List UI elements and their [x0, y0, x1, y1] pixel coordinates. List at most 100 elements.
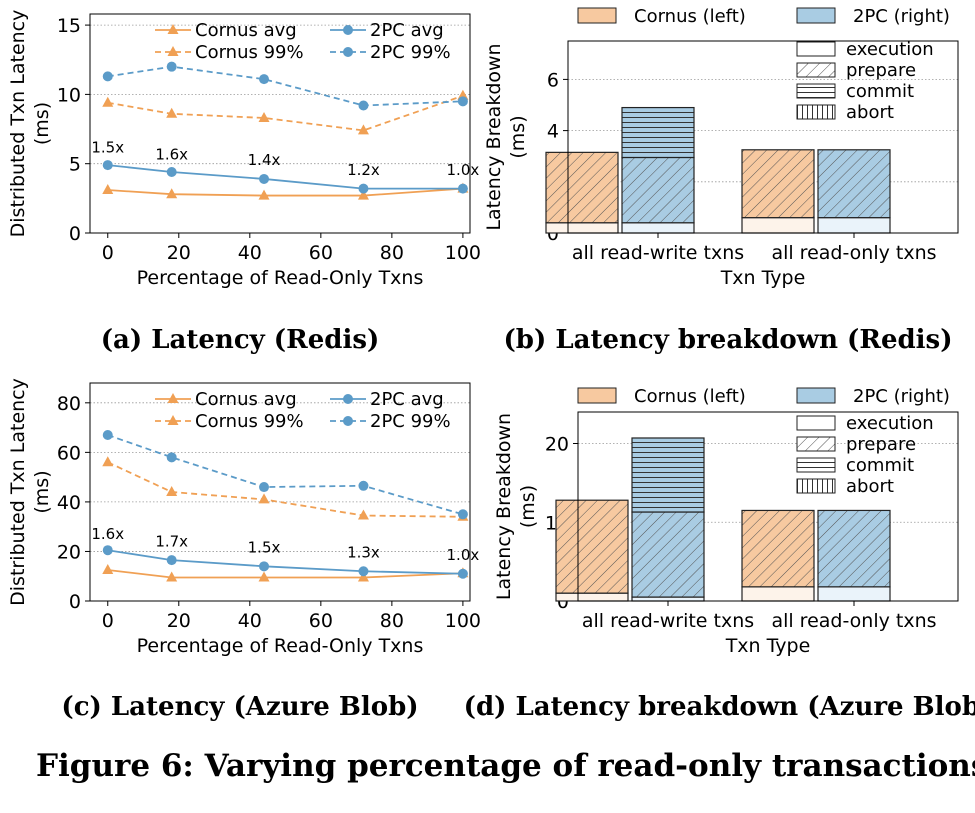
legend-label: Cornus 99% [195, 42, 304, 63]
x-tick-label: 0 [102, 242, 114, 264]
x-tick-label: 60 [309, 610, 333, 632]
x-tick-label: 100 [445, 610, 481, 632]
data-point [102, 160, 113, 171]
legend-label: commit [846, 455, 914, 476]
y-tick-label: 60 [57, 442, 81, 464]
y-tick-label: 0 [69, 591, 81, 613]
plot-frame [567, 40, 959, 234]
legend-label: execution [846, 39, 934, 60]
speedup-annotation: 1.7x [155, 533, 188, 551]
legend-label: Cornus avg [195, 389, 297, 410]
data-point [358, 566, 369, 577]
plot-frame [577, 411, 959, 602]
bar-hatch [742, 510, 814, 587]
legend-label: commit [846, 81, 914, 102]
data-point [102, 564, 114, 575]
data-point [357, 509, 369, 520]
data-point [102, 96, 114, 107]
caption-b: (b) Latency breakdown (Redis) [504, 325, 953, 355]
data-point [166, 167, 177, 178]
bar-hatch [546, 152, 618, 223]
x-axis-label: Percentage of Read-Only Txns [137, 267, 424, 289]
legend-label: Cornus avg [195, 20, 297, 41]
data-point [102, 430, 113, 441]
legend-label: 2PC 99% [370, 42, 451, 63]
data-point [258, 189, 270, 200]
series-line-2 [107, 549, 463, 575]
legend-hatch [797, 84, 835, 98]
bar-outline [545, 151, 619, 224]
legend-marker [343, 25, 353, 35]
x-tick-label: all read-only txns [771, 242, 936, 264]
series-line-0 [107, 569, 463, 579]
legend-marker [343, 394, 353, 404]
plot-frame [89, 382, 471, 602]
data-point [259, 561, 270, 572]
data-point [166, 452, 177, 463]
speedup-annotation: 1.3x [347, 544, 380, 562]
bar-outline [817, 149, 891, 219]
bar-outline [741, 509, 815, 588]
data-point [358, 183, 369, 194]
legend-swatch-bg [797, 416, 835, 430]
bar-segment-execution [556, 593, 628, 601]
speedup-annotation: 1.0x [447, 546, 480, 564]
legend-swatch-bg [797, 42, 835, 56]
bar-segment-execution [622, 222, 694, 233]
legend-swatch [796, 7, 836, 24]
y-axis-label: Distributed Txn Latency [7, 378, 29, 606]
legend-label: 2PC avg [370, 389, 444, 410]
y-axis-label-unit: (ms) [517, 485, 539, 528]
data-point [102, 456, 114, 467]
x-tick-label: 20 [167, 610, 191, 632]
legend-label: 2PC 99% [370, 411, 451, 432]
legend-marker [343, 416, 353, 426]
legend-label: execution [846, 413, 934, 434]
figure-caption: Figure 6: Varying percentage of read-onl… [36, 748, 975, 784]
bar-segment-execution [818, 217, 890, 233]
speedup-annotation: 1.5x [248, 539, 281, 557]
series-line-2 [107, 164, 463, 190]
data-point [166, 571, 178, 582]
bar-segment-execution [546, 222, 618, 233]
data-point [258, 111, 270, 122]
legend-swatch [577, 387, 617, 404]
x-tick-label: 60 [309, 242, 333, 264]
y-tick-label: 15 [57, 15, 81, 37]
bar-hatch [818, 510, 890, 587]
x-tick-label: 80 [380, 610, 404, 632]
legend-marker [167, 46, 179, 56]
y-tick-label: 40 [57, 492, 81, 514]
bar-outline [741, 149, 815, 219]
data-point [457, 509, 468, 520]
legend-hatch [797, 437, 835, 451]
bar-segment-execution [818, 586, 890, 601]
legend-hatch [797, 63, 835, 77]
y-tick-label: 0 [69, 223, 81, 245]
y-axis-label: Latency Breakdown [483, 43, 505, 230]
bar-hatch [742, 149, 814, 218]
x-tick-label: all read-write txns [582, 610, 754, 632]
legend-label: prepare [846, 60, 916, 81]
bar-outline [817, 509, 891, 588]
bar-segment-execution [742, 586, 814, 601]
data-point [259, 74, 270, 85]
series-line-0 [107, 187, 463, 197]
x-tick-label: 20 [167, 242, 191, 264]
data-point [358, 100, 369, 111]
y-tick-label: 6 [547, 69, 559, 91]
legend-swatch-outline [796, 457, 836, 473]
y-tick-label: 4 [547, 121, 559, 143]
bar-hatch [622, 107, 694, 158]
data-point [102, 71, 113, 82]
legend-swatch-outline [796, 478, 836, 494]
legend-swatch-outline [796, 83, 836, 99]
chart-a: 0 5 10 15 0 20 40 60 80 100 1.5x 1.6x 1.4x 1.2x 1.0x Co… [7, 10, 481, 289]
data-point [258, 571, 270, 582]
data-point [457, 96, 468, 107]
legend-label: Cornus (left) [634, 6, 746, 27]
y-axis-label-unit: (ms) [507, 115, 529, 158]
y-axis-label: Latency Breakdown [493, 413, 515, 600]
legend-hatch [797, 105, 835, 119]
